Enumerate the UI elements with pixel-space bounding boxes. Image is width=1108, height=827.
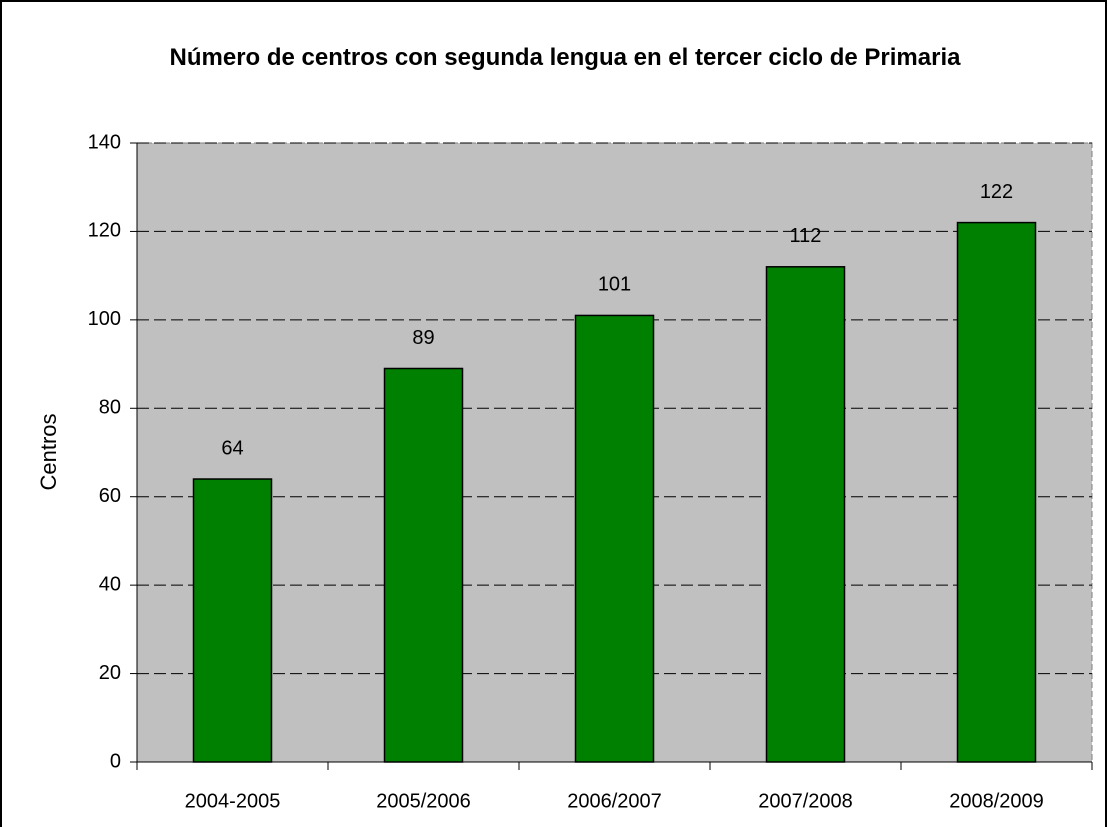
y-tick-label: 100 — [88, 308, 121, 330]
y-tick-label: 80 — [99, 397, 121, 419]
data-label: 112 — [790, 225, 822, 247]
bar — [383, 367, 464, 763]
y-tick-label: 0 — [110, 750, 121, 772]
bar — [956, 221, 1037, 763]
x-tick-label: 2008/2009 — [949, 790, 1044, 812]
y-tick-label: 60 — [99, 485, 121, 507]
data-label: 101 — [598, 274, 631, 296]
bar — [574, 314, 655, 763]
y-tick-label: 40 — [99, 573, 121, 595]
y-axis-label: Centros — [36, 413, 61, 490]
x-tick-label: 2004-2005 — [185, 790, 281, 812]
data-label: 122 — [980, 181, 1013, 203]
y-tick-label: 140 — [88, 131, 121, 153]
x-tick-label: 2007/2008 — [758, 790, 853, 812]
chart-title: Número de centros con segunda lengua en … — [169, 44, 961, 71]
data-label: 64 — [221, 437, 243, 459]
y-tick-label: 120 — [88, 220, 121, 242]
bar — [765, 266, 846, 763]
y-tick-label: 20 — [99, 662, 121, 684]
bar — [192, 478, 273, 763]
data-label: 89 — [412, 327, 434, 349]
x-tick-label: 2006/2007 — [567, 790, 662, 812]
x-tick-label: 2005/2006 — [376, 790, 471, 812]
